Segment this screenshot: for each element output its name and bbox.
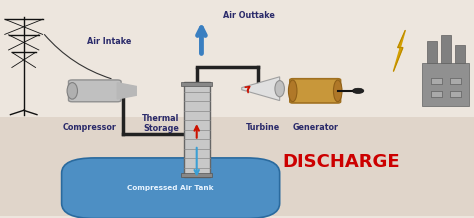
Text: Air Outtake: Air Outtake: [223, 11, 274, 20]
Polygon shape: [393, 30, 405, 71]
Polygon shape: [117, 83, 136, 99]
Text: DISCHARGE: DISCHARGE: [283, 153, 400, 171]
Bar: [450, 91, 461, 97]
Ellipse shape: [333, 80, 342, 102]
Bar: [422, 63, 469, 106]
Text: Turbine: Turbine: [246, 123, 280, 132]
Bar: [455, 45, 465, 63]
FancyBboxPatch shape: [69, 80, 121, 102]
Bar: [427, 41, 437, 63]
FancyBboxPatch shape: [62, 158, 280, 218]
Ellipse shape: [275, 81, 284, 97]
Ellipse shape: [288, 80, 297, 102]
Polygon shape: [242, 77, 280, 100]
Bar: [431, 78, 442, 84]
Bar: [181, 82, 212, 86]
Text: Generator: Generator: [292, 123, 338, 132]
Bar: [450, 78, 461, 84]
Circle shape: [353, 88, 364, 94]
Bar: [441, 35, 451, 63]
Text: Compressor: Compressor: [63, 123, 117, 132]
Bar: [0, 117, 474, 216]
Ellipse shape: [67, 83, 78, 99]
Bar: [183, 82, 210, 177]
Bar: [431, 91, 442, 97]
Text: Air Intake: Air Intake: [87, 37, 131, 46]
Text: Thermal
Storage: Thermal Storage: [142, 114, 179, 133]
FancyBboxPatch shape: [290, 79, 340, 103]
Text: Compressed Air Tank: Compressed Air Tank: [128, 185, 214, 191]
Bar: [181, 174, 212, 177]
